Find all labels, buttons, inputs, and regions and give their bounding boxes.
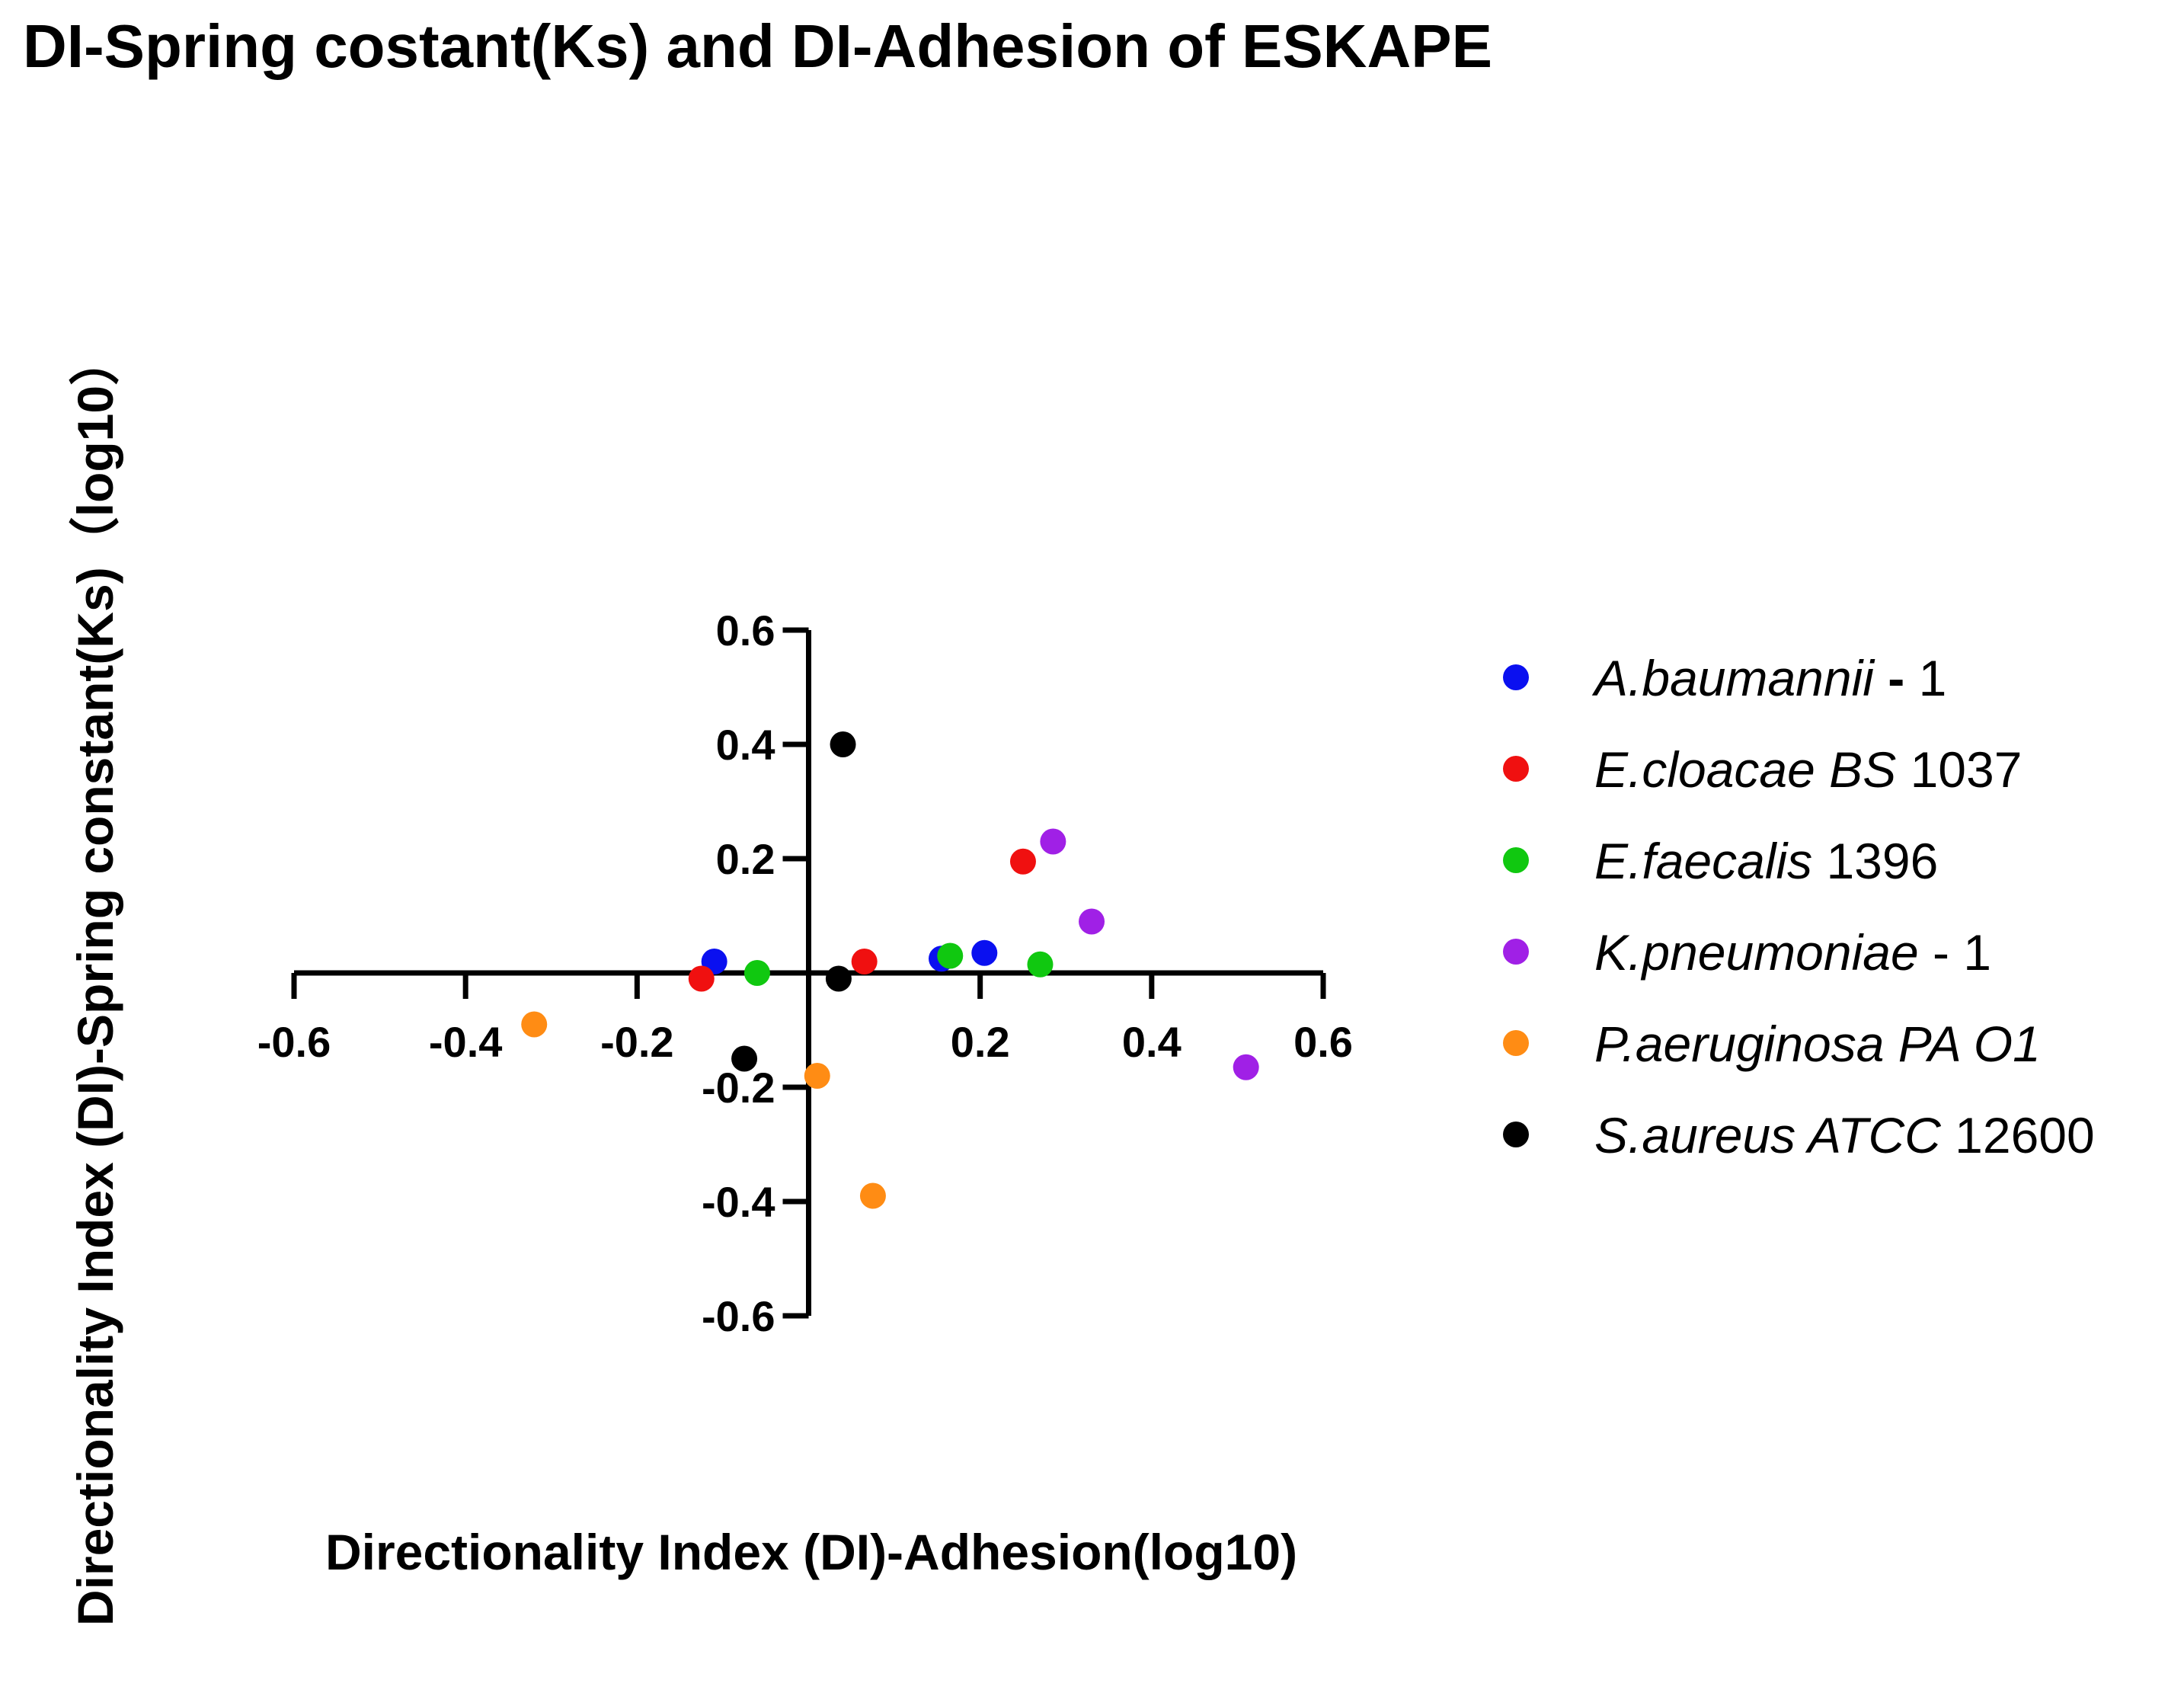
y-tick-label: -0.2 bbox=[702, 1064, 775, 1112]
legend-label: E.cloacae BS 1037 bbox=[1594, 741, 2022, 798]
legend-label: E.faecalis 1396 bbox=[1594, 833, 1938, 889]
legend: A.baumannii - 1 E.cloacae BS 1037 E.faecal… bbox=[1503, 650, 2095, 1163]
y-tick-label: 0.6 bbox=[716, 606, 775, 654]
x-tick-label: 0.4 bbox=[1122, 1018, 1182, 1066]
x-axis-label: Directionality Index (DI)-Adhesion(log10… bbox=[325, 1524, 1297, 1580]
legend-label: K.pneumoniae - 1 bbox=[1594, 924, 1991, 981]
data-point bbox=[743, 960, 770, 986]
legend-marker bbox=[1503, 664, 1529, 690]
data-point bbox=[937, 942, 964, 969]
data-point bbox=[688, 965, 715, 992]
data-point bbox=[1027, 951, 1054, 978]
legend-label: A.baumannii - 1 bbox=[1591, 650, 1946, 706]
legend-label: P.aeruginosa PA O1 bbox=[1594, 1016, 2041, 1072]
axes bbox=[294, 630, 1323, 1316]
data-point bbox=[804, 1063, 830, 1089]
chart-title: DI-Spring costant(Ks) and DI-Adhesion of… bbox=[23, 12, 1492, 80]
data-point bbox=[851, 949, 878, 974]
y-tick-label: 0.2 bbox=[716, 835, 775, 883]
data-point bbox=[1233, 1054, 1259, 1080]
data-point bbox=[825, 965, 852, 992]
data-points bbox=[521, 731, 1259, 1209]
legend-marker bbox=[1503, 756, 1529, 782]
data-point bbox=[1009, 848, 1036, 875]
data-point bbox=[731, 1045, 758, 1072]
data-point bbox=[859, 1182, 886, 1209]
data-point bbox=[1040, 828, 1066, 855]
legend-marker bbox=[1503, 939, 1529, 965]
data-point bbox=[830, 731, 856, 757]
legend-marker bbox=[1503, 847, 1529, 873]
legend-marker bbox=[1503, 1030, 1529, 1056]
y-tick-label: -0.6 bbox=[702, 1292, 775, 1340]
y-axis-label: Directionality Index (DI)-Spring constan… bbox=[67, 335, 123, 1626]
x-tick-label: 0.2 bbox=[951, 1018, 1010, 1066]
x-tick-label: -0.2 bbox=[600, 1018, 674, 1066]
data-point bbox=[1079, 908, 1105, 935]
y-tick-label: 0.4 bbox=[716, 721, 775, 769]
data-point bbox=[521, 1011, 548, 1038]
y-tick-label: -0.4 bbox=[702, 1178, 775, 1226]
x-tick-label: 0.6 bbox=[1293, 1018, 1353, 1066]
legend-label: S.aureus ATCC 12600 bbox=[1594, 1107, 2095, 1163]
data-point bbox=[971, 939, 998, 966]
x-tick-label: -0.4 bbox=[429, 1018, 503, 1066]
y-ticks: 0.6 0.4 0.2 -0.2 -0.4 -0.6 bbox=[702, 606, 809, 1340]
x-ticks: -0.6 -0.4 -0.2 0.2 0.4 0.6 bbox=[257, 973, 1353, 1066]
x-tick-label: -0.6 bbox=[257, 1018, 331, 1066]
legend-marker bbox=[1503, 1122, 1529, 1147]
